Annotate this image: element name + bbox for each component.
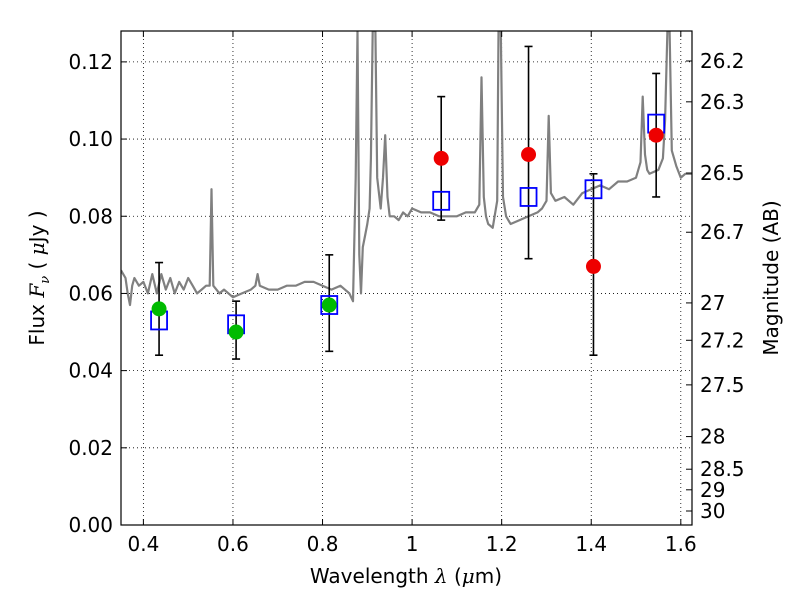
green-marker <box>228 324 244 340</box>
y-tick-label: 0.08 <box>68 204 113 228</box>
model-box <box>320 295 339 315</box>
mag-tick-label: 26.2 <box>700 49 745 73</box>
plot-layer <box>121 31 692 360</box>
green-marker <box>321 297 337 313</box>
x-axis-label: Wavelength λ (μm) <box>310 564 502 588</box>
red-marker <box>433 150 449 166</box>
y-tick-label: 0.00 <box>68 513 113 537</box>
red-marker <box>521 147 537 162</box>
mag-tick-label: 30 <box>700 499 725 523</box>
mag-tick-label: 28.5 <box>700 457 745 481</box>
y-tick-label: 0.02 <box>68 436 113 460</box>
mag-tick-label: 28 <box>700 425 725 449</box>
ticks <box>121 31 692 526</box>
x-tick-label: 1.4 <box>575 532 607 556</box>
spectrum-line <box>121 31 692 307</box>
x-tick-label: 1.2 <box>486 532 518 556</box>
mag-tick-label: 29 <box>700 478 725 502</box>
mag-tick-label: 27.5 <box>700 373 745 397</box>
y-tick-label: 0.04 <box>68 359 113 383</box>
y-tick-label: 0.10 <box>68 127 113 151</box>
red-marker <box>585 258 601 274</box>
x-tick-label: 1.6 <box>665 532 697 556</box>
y-axis-label: Flux Fν ( μJy ) <box>25 210 53 345</box>
y-tick-label: 0.12 <box>68 50 113 74</box>
mag-tick-label: 26.5 <box>700 161 745 185</box>
red-marker <box>648 127 664 143</box>
magnitude-axis-label: Magnitude (AB) <box>759 200 783 355</box>
mag-tick-label: 27.2 <box>700 328 745 352</box>
mag-tick-label: 27 <box>700 291 725 315</box>
x-tick-label: 1 <box>406 532 419 556</box>
model-box <box>432 190 451 211</box>
x-tick-label: 0.6 <box>217 532 249 556</box>
model-box <box>519 187 538 207</box>
model-box <box>584 179 603 200</box>
tick-labels: 0.4 0.6 0.8 1 1.2 1.4 1.6 0.00 0.02 0.04 0.06 0.08 0… <box>68 49 744 556</box>
x-tick-label: 0.4 <box>127 532 159 556</box>
green-marker <box>151 301 167 317</box>
y-tick-label: 0.06 <box>68 281 113 305</box>
mag-tick-label: 26.7 <box>700 220 745 244</box>
x-tick-label: 0.8 <box>307 532 339 556</box>
plot-frame <box>120 30 693 526</box>
mag-tick-label: 26.3 <box>700 90 745 114</box>
